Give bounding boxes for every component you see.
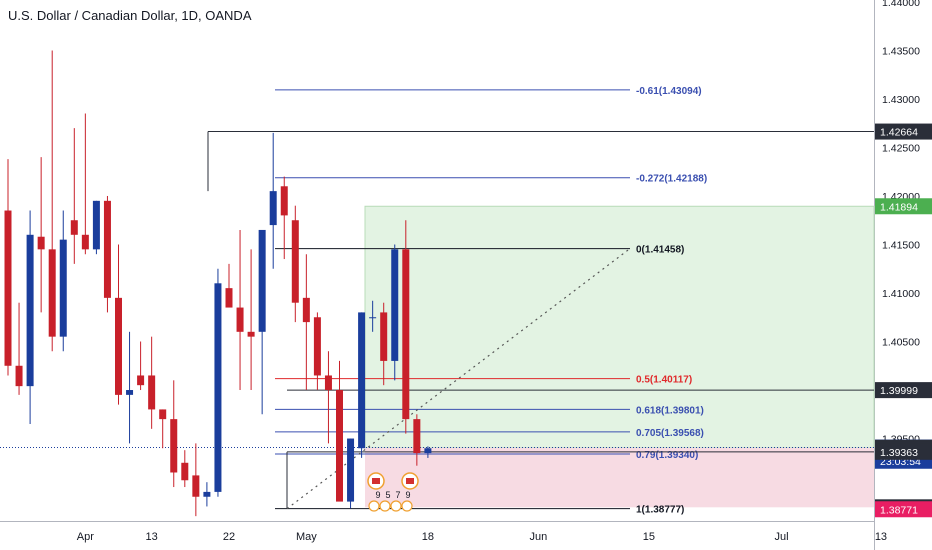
candle-body[interactable]	[126, 390, 134, 395]
canada-flag-icon	[372, 478, 380, 484]
candle-body[interactable]	[258, 229, 266, 332]
candle-body[interactable]	[59, 239, 67, 337]
candle-body[interactable]	[391, 249, 399, 361]
candle-body[interactable]	[291, 220, 299, 303]
event-count-label: 5	[385, 490, 390, 500]
price-label-box	[875, 443, 932, 460]
candle-body[interactable]	[269, 191, 277, 226]
price-label: 1.39999	[880, 385, 918, 397]
us-flag-icon[interactable]	[368, 500, 380, 512]
candle-body[interactable]	[103, 200, 111, 298]
price-tick-label: 1.44000	[882, 0, 920, 9]
time-tick-label: 18	[422, 531, 434, 543]
price-label-box	[875, 501, 932, 518]
candle-body[interactable]	[347, 438, 355, 502]
candle-body[interactable]	[148, 375, 156, 410]
candle-body[interactable]	[170, 419, 178, 473]
fib-level-label: 0.5(1.40117)	[636, 375, 692, 386]
candle-body[interactable]	[137, 375, 145, 386]
price-label: 1.38771	[880, 504, 918, 516]
candle-body[interactable]	[48, 249, 56, 337]
price-label: 1.39363	[880, 447, 918, 459]
candle-body[interactable]	[192, 475, 200, 497]
us-flag-icon[interactable]	[379, 500, 391, 512]
candle-body[interactable]	[92, 200, 100, 250]
price-tick-label: 1.43500	[882, 45, 920, 57]
time-tick-label: 15	[643, 531, 655, 543]
event-count-label: 9	[405, 490, 410, 500]
candle-body[interactable]	[380, 312, 388, 361]
candle-body[interactable]	[280, 186, 288, 216]
candle-body[interactable]	[302, 297, 310, 323]
candle-body[interactable]	[247, 331, 255, 337]
fib-level-label: 1(1.38777)	[636, 505, 684, 516]
price-label-box	[875, 382, 932, 399]
fib-level-label: 0(1.41458)	[636, 245, 684, 256]
candle-body[interactable]	[37, 236, 45, 250]
candle-body[interactable]	[336, 390, 343, 502]
candle-body[interactable]	[181, 462, 189, 481]
time-tick-label: Apr	[77, 531, 94, 543]
event-count-label: 9	[375, 490, 380, 500]
time-tick-label: May	[296, 531, 317, 543]
candle-body[interactable]	[413, 419, 421, 454]
candle-body[interactable]	[4, 210, 12, 366]
price-tick-label: 1.41000	[882, 288, 920, 300]
time-tick-label: 13	[146, 531, 158, 543]
canada-flag-icon	[406, 478, 414, 484]
price-label: 1.41894	[880, 201, 918, 213]
fib-level-label: -0.272(1.42188)	[636, 174, 707, 185]
price-label-box	[875, 198, 932, 215]
candle-body[interactable]	[236, 307, 244, 332]
fib-level-label: 0.79(1.39340)	[636, 450, 698, 461]
candle-body[interactable]	[115, 297, 122, 395]
candle-body[interactable]	[159, 409, 167, 420]
candle-body[interactable]	[203, 491, 211, 497]
fib-level-label: -0.61(1.43094)	[636, 86, 702, 97]
time-tick-label: Jul	[774, 531, 788, 543]
price-tick-label: 1.43000	[882, 94, 920, 106]
time-tick-label: 13	[875, 531, 887, 543]
target-zone[interactable]	[364, 205, 875, 449]
price-tick-label: 1.42500	[882, 142, 920, 154]
time-tick-label: Jun	[530, 531, 548, 543]
us-flag-icon[interactable]	[401, 500, 413, 512]
fib-level-label: 0.705(1.39568)	[636, 428, 704, 439]
price-tick-label: 1.41500	[882, 239, 920, 251]
candle-body[interactable]	[324, 375, 332, 391]
time-tick-label: 22	[223, 531, 235, 543]
candle-body[interactable]	[214, 283, 222, 492]
candle-body[interactable]	[369, 317, 377, 319]
price-tick-label: 1.40500	[882, 337, 920, 349]
us-flag-icon[interactable]	[390, 500, 402, 512]
price-label-box	[875, 123, 932, 140]
candle-body[interactable]	[26, 234, 34, 387]
event-count-label: 7	[395, 490, 400, 500]
candle-body[interactable]	[225, 288, 233, 308]
fib-level-label: 0.618(1.39801)	[636, 405, 704, 416]
candle-body[interactable]	[15, 365, 23, 387]
stop-zone[interactable]	[365, 447, 874, 508]
price-label: 1.42664	[880, 127, 918, 139]
chart-title: U.S. Dollar / Canadian Dollar, 1D, OANDA	[8, 8, 252, 23]
candle-body[interactable]	[402, 249, 410, 420]
candle-body[interactable]	[313, 317, 321, 376]
candle-body[interactable]	[70, 220, 78, 235]
candle-body[interactable]	[81, 234, 89, 250]
candle-body[interactable]	[358, 312, 366, 449]
candle-body[interactable]	[424, 448, 432, 454]
